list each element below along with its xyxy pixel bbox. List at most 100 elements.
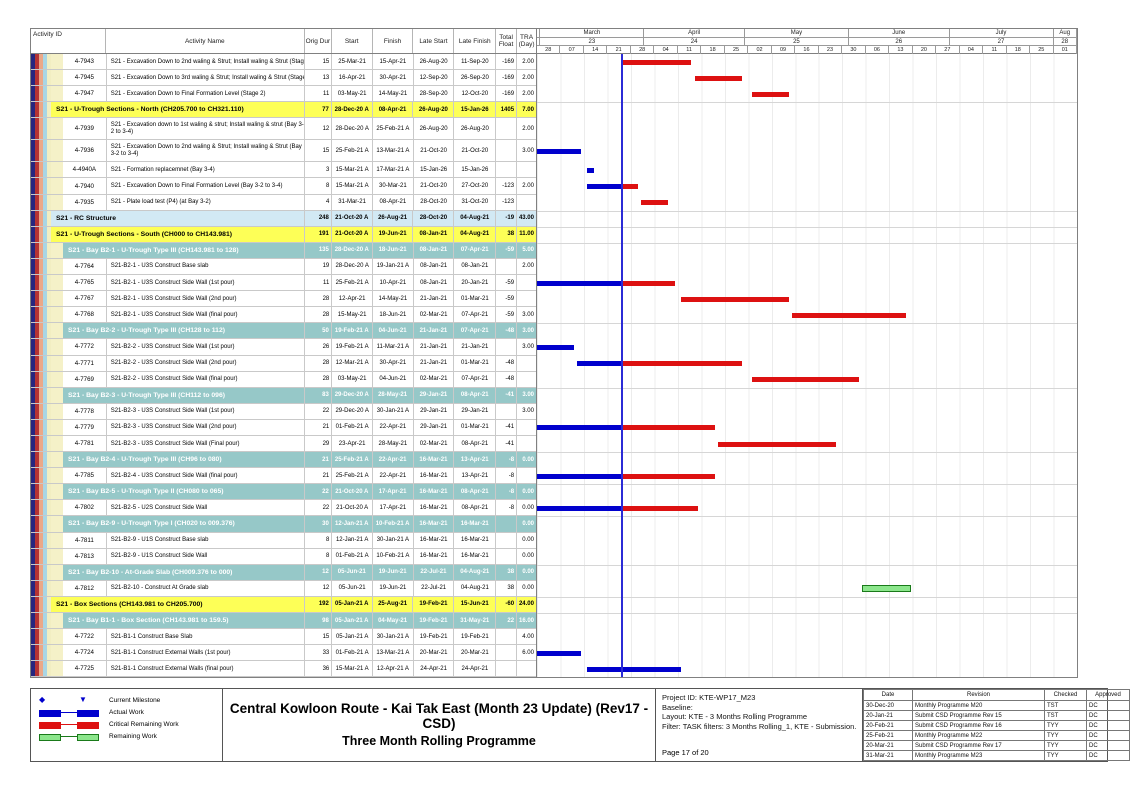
month-cell: March	[540, 29, 645, 37]
indent-band	[51, 275, 63, 291]
late-start-date: 16-Mar-21	[414, 500, 455, 516]
late-start-date: 12-Sep-20	[414, 70, 455, 86]
finish-date: 19-Jan-21 A	[373, 258, 414, 275]
late-finish-date: 27-Oct-20	[454, 178, 497, 194]
late-finish-date: 08-Apr-21	[454, 484, 497, 500]
wbs-color-stripes	[31, 484, 51, 500]
gantt-row	[537, 210, 1077, 227]
start-date: 21-Oct-20 A	[331, 210, 373, 226]
total-float: -48	[496, 371, 518, 387]
actual-work-bar	[537, 650, 581, 656]
late-start-date: 21-Oct-20	[414, 140, 455, 162]
revision-row: 20-Mar-21 Submit CSD Programme Rev 17 TYY D…	[863, 740, 1130, 751]
activity-table: Activity ID Activity Name Orig Dur Start…	[30, 28, 537, 678]
indent-band	[51, 242, 63, 258]
indent-band	[51, 468, 63, 484]
project-info-line: Filter: TASK filters: 3 Months Rolling_1…	[662, 721, 857, 731]
activity-name: S21-B2-2 - U3S Construct Side Wall (fina…	[107, 371, 306, 387]
tra-days: 4.00	[522, 633, 534, 640]
legend-item: Actual Work	[37, 706, 222, 718]
table-row: S21 - Bay B1-1 - Box Section (CH143.981 …	[31, 613, 536, 630]
finish-date: 13-Mar-21 A	[373, 140, 414, 162]
table-row: 4-7772 S21-B2-2 - U3S Construct Side Wall…	[31, 339, 536, 356]
total-float	[496, 532, 518, 548]
gantt-row	[537, 645, 1077, 662]
orig-dur: 30	[304, 516, 332, 532]
total-float: -8	[496, 484, 518, 500]
gantt-row	[537, 102, 1077, 119]
late-finish-date: 15-Jan-26	[454, 162, 497, 178]
late-finish-date: 08-Apr-21	[454, 435, 497, 452]
table-row: S21 - Box Sections (CH143.981 to CH205.7…	[31, 596, 536, 613]
start-date: 05-Jan-21 A	[331, 596, 373, 612]
table-row: 4-7779 S21-B2-3 - U3S Construct Side Wall…	[31, 419, 536, 436]
tra-days: 0.00	[517, 484, 536, 500]
table-row: 4-7812 S21-B2-10 - Construct At Grade sla…	[31, 580, 536, 597]
gantt-row	[537, 339, 1077, 356]
late-finish-date: 04-Aug-21	[454, 226, 497, 242]
legend-label: Current Milestone	[109, 696, 161, 704]
table-row: 4-7936 S21 - Excavation Down to 2nd walin…	[31, 140, 536, 163]
wbs-color-stripes	[31, 532, 51, 548]
revision-date: 25-Feb-21	[863, 730, 913, 741]
wbs-color-stripes	[31, 307, 51, 323]
late-start-date: 22-Jul-21	[414, 580, 455, 596]
wbs-color-stripes	[31, 140, 51, 162]
late-finish-date: 15-Jan-26	[454, 102, 497, 118]
actual-work-bar	[537, 473, 621, 479]
revision-approved: DC	[1086, 710, 1130, 721]
indent-band	[51, 387, 63, 403]
revision-desc: Monthly Programme M22	[912, 730, 1045, 741]
activity-id: 4-7940	[74, 182, 94, 190]
activity-name: S21-B2-2 - U3S Construct Side Wall (2nd …	[107, 355, 306, 371]
wbs-color-stripes	[31, 661, 51, 677]
critical-remaining-bar	[620, 361, 742, 367]
orig-dur: 29	[305, 435, 333, 452]
late-finish-date: 21-Oct-20	[454, 140, 497, 162]
finish-date: 08-Apr-21	[373, 194, 414, 210]
late-finish-date: 26-Aug-20	[454, 118, 497, 140]
start-date: 15-Mar-21 A	[332, 162, 374, 178]
indent-band	[51, 54, 63, 70]
indent-band	[51, 580, 63, 596]
milestone-diamond-icon: ◆ ▼	[39, 695, 87, 704]
late-finish-date: 07-Apr-21	[454, 371, 497, 387]
tra-days: 3.00	[522, 311, 534, 318]
activity-id: 4-7781	[74, 440, 94, 448]
gantt-row	[537, 435, 1077, 453]
table-row: S21 - Bay B2-2 - U-Trough Type III (CH12…	[31, 323, 536, 340]
wbs-color-stripes	[31, 162, 51, 178]
gantt-row	[537, 532, 1077, 549]
revision-row: 30-Dec-20 Monthly Programme M20 TST DC	[863, 700, 1130, 711]
start-date: 05-Jun-21	[332, 580, 374, 596]
late-start-date: 16-Mar-21	[413, 516, 455, 532]
orig-dur: 36	[305, 661, 333, 677]
critical-bar-icon	[37, 719, 109, 729]
week-cell: 27	[936, 46, 960, 54]
finish-date: 30-Apr-21	[373, 70, 414, 86]
indent-band	[51, 258, 63, 275]
legend-label: Actual Work	[109, 708, 144, 716]
late-start-date: 21-Jan-21	[414, 291, 455, 307]
start-date: 23-Apr-21	[332, 435, 374, 452]
tra-days: 11.00	[517, 226, 536, 242]
finish-date: 22-Apr-21	[373, 468, 414, 484]
gantt-row	[537, 242, 1077, 259]
wbs-color-stripes	[31, 548, 51, 564]
late-finish-date: 24-Apr-21	[454, 661, 497, 677]
critical-remaining-bar	[681, 296, 789, 302]
late-start-date: 16-Mar-21	[414, 548, 455, 564]
project-info-line: Project ID: KTE-WP17_M23	[662, 693, 756, 702]
critical-remaining-bar	[791, 312, 906, 318]
late-start-date: 22-Jul-21	[413, 564, 455, 580]
tra-days: 0.00	[522, 585, 534, 592]
tra-days: 2.00	[522, 74, 534, 81]
summary-name: S21 - U-Trough Sections - North (CH205.7…	[51, 102, 305, 118]
finish-date: 04-Jun-21	[372, 323, 414, 339]
orig-dur: 28	[305, 371, 333, 387]
tra-days: 3.00	[522, 343, 534, 350]
summary-name: S21 - Bay B2-3 - U-Trough Type III (CH11…	[63, 387, 305, 403]
activity-id: 4-7765	[74, 279, 94, 287]
orig-dur: 22	[305, 500, 333, 516]
wbs-color-stripes	[31, 54, 51, 70]
